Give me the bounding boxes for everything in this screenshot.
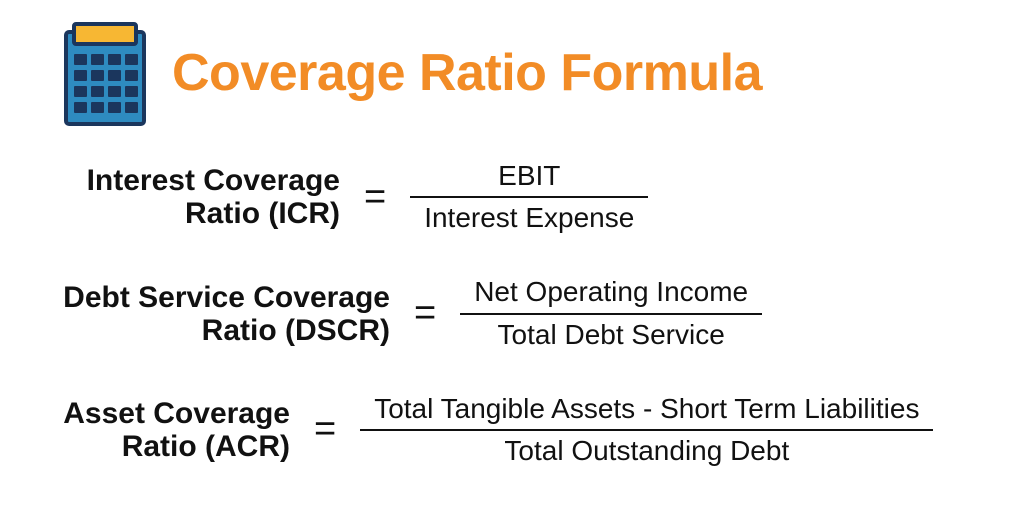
header: Coverage Ratio Formula	[0, 0, 1024, 128]
formula-label: Asset Coverage Ratio (ACR)	[40, 397, 290, 463]
formula-acr: Asset Coverage Ratio (ACR) = Total Tangi…	[40, 391, 984, 469]
formula-label: Debt Service Coverage Ratio (DSCR)	[40, 281, 390, 347]
numerator: Net Operating Income	[460, 274, 762, 310]
fraction: Total Tangible Assets - Short Term Liabi…	[360, 391, 933, 469]
equals-sign: =	[358, 176, 392, 219]
page-title: Coverage Ratio Formula	[172, 43, 762, 103]
formula-icr: Interest Coverage Ratio (ICR) = EBIT Int…	[40, 158, 984, 236]
denominator: Total Outstanding Debt	[490, 433, 803, 469]
denominator: Interest Expense	[410, 200, 648, 236]
formula-dscr: Debt Service Coverage Ratio (DSCR) = Net…	[40, 274, 984, 352]
fraction: Net Operating Income Total Debt Service	[460, 274, 762, 352]
label-line2: Ratio (DSCR)	[202, 314, 390, 347]
formula-list: Interest Coverage Ratio (ICR) = EBIT Int…	[0, 128, 1024, 469]
calculator-icon	[60, 18, 150, 128]
label-line1: Interest Coverage	[87, 164, 340, 197]
equals-sign: =	[408, 292, 442, 335]
fraction-bar	[410, 196, 648, 198]
numerator: Total Tangible Assets - Short Term Liabi…	[360, 391, 933, 427]
numerator: EBIT	[484, 158, 574, 194]
label-line1: Debt Service Coverage	[63, 281, 390, 314]
formula-label: Interest Coverage Ratio (ICR)	[40, 164, 340, 230]
label-line2: Ratio (ACR)	[122, 430, 290, 463]
fraction-bar	[360, 429, 933, 431]
label-line2: Ratio (ICR)	[185, 197, 340, 230]
denominator: Total Debt Service	[484, 317, 739, 353]
fraction: EBIT Interest Expense	[410, 158, 648, 236]
label-line1: Asset Coverage	[63, 397, 290, 430]
fraction-bar	[460, 313, 762, 315]
equals-sign: =	[308, 408, 342, 451]
